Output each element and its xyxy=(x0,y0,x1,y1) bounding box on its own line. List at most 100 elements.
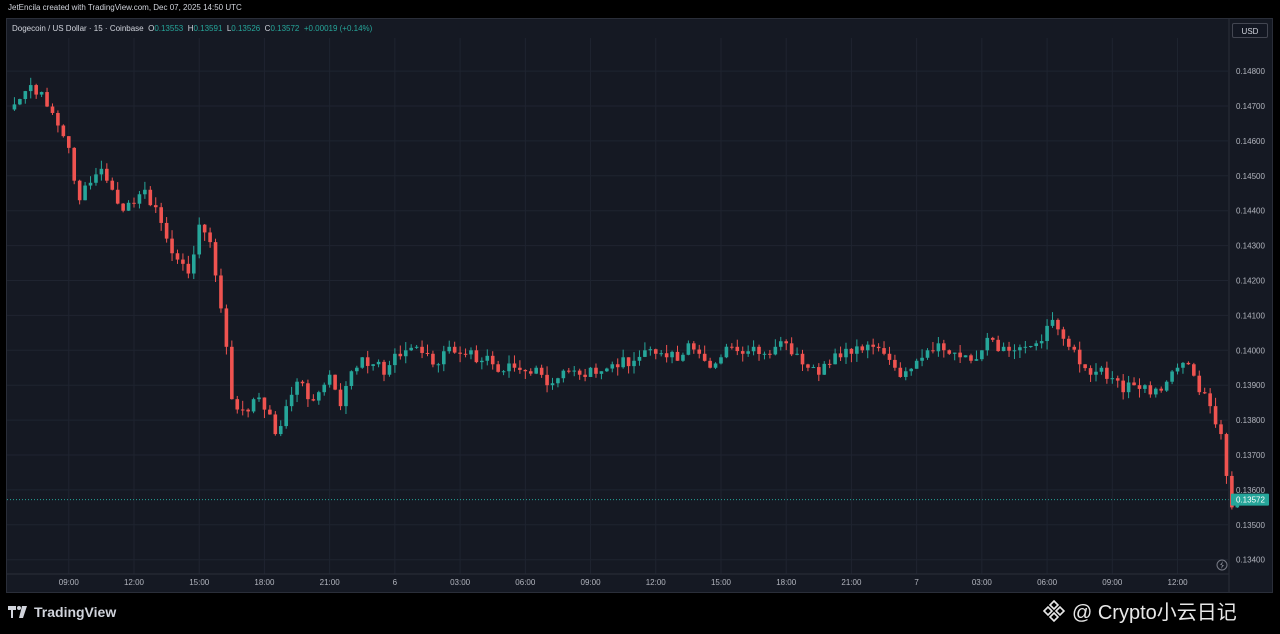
candle-body xyxy=(740,351,745,354)
candle-body xyxy=(980,350,984,360)
candle-body xyxy=(1186,362,1191,365)
x-tick-label: 15:00 xyxy=(189,578,210,587)
candle-body xyxy=(219,275,223,309)
watermark: @ Crypto小云日记 xyxy=(1042,596,1237,625)
candle-body xyxy=(88,182,93,186)
candle-body xyxy=(860,346,865,351)
candle-body xyxy=(969,355,973,361)
candle-body xyxy=(1007,346,1011,351)
candle-body xyxy=(909,368,914,372)
candle-body xyxy=(496,364,500,372)
candle-body xyxy=(447,346,452,352)
candle-body xyxy=(1115,378,1120,381)
tradingview-logo[interactable]: TradingView xyxy=(8,604,116,620)
x-tick-label: 03:00 xyxy=(450,578,471,587)
current-price-label: 0.13572 xyxy=(1236,496,1265,505)
y-tick-label: 0.13400 xyxy=(1236,556,1265,565)
candle-body xyxy=(719,357,723,364)
candle-body xyxy=(621,357,625,368)
candle-body xyxy=(393,353,397,366)
candle-body xyxy=(23,91,28,100)
candle-body xyxy=(170,238,174,254)
candle-body xyxy=(713,363,718,368)
candle-body xyxy=(485,355,490,361)
candle-body xyxy=(365,357,370,366)
legend-high-label: H xyxy=(187,24,194,33)
candle-body xyxy=(121,203,125,211)
candle-body xyxy=(1072,346,1077,350)
candle-body xyxy=(1202,392,1207,394)
candle-body xyxy=(664,353,669,358)
candle-body xyxy=(893,359,897,368)
candle-body xyxy=(632,360,636,367)
candle-body xyxy=(268,409,272,415)
candle-body xyxy=(1137,385,1142,389)
y-tick-label: 0.13800 xyxy=(1236,416,1265,425)
candle-body xyxy=(692,343,696,350)
candle-body xyxy=(985,337,990,351)
candle-body xyxy=(284,406,288,427)
candle-body xyxy=(349,371,354,386)
candle-body xyxy=(572,370,577,372)
candle-body xyxy=(235,399,240,410)
candle-body xyxy=(273,414,278,435)
candle-body xyxy=(1197,375,1202,393)
candle-body xyxy=(251,399,256,412)
candle-body xyxy=(153,205,158,208)
y-tick-label: 0.14600 xyxy=(1236,137,1265,146)
candle-body xyxy=(686,343,691,355)
candle-body xyxy=(534,367,538,374)
candle-body xyxy=(295,381,299,395)
candle-body xyxy=(137,194,142,204)
y-tick-label: 0.14800 xyxy=(1236,67,1265,76)
candle-body xyxy=(735,346,740,352)
x-tick-label: 7 xyxy=(914,578,919,587)
candle-body xyxy=(99,168,104,175)
x-tick-label: 6 xyxy=(393,578,398,587)
candle-body xyxy=(751,346,756,352)
candle-body xyxy=(746,351,750,354)
x-tick-label: 03:00 xyxy=(972,578,993,587)
candle-body xyxy=(838,353,843,358)
candle-body xyxy=(1056,319,1060,330)
grid-layer xyxy=(7,38,1228,574)
candle-body xyxy=(670,351,674,358)
candle-body xyxy=(539,367,544,375)
x-tick-label: 06:00 xyxy=(1037,578,1058,587)
candle-body xyxy=(300,381,305,384)
candle-body xyxy=(507,363,511,372)
candle-body xyxy=(567,370,571,372)
candle-body xyxy=(143,189,147,195)
candle-body xyxy=(376,361,381,365)
candle-body xyxy=(110,180,115,190)
candle-body xyxy=(1230,475,1234,508)
candle-body xyxy=(230,346,234,400)
candle-body xyxy=(164,222,169,239)
candle-body xyxy=(528,371,533,374)
candle-body xyxy=(1034,343,1039,346)
candle-body xyxy=(996,339,1000,352)
candle-body xyxy=(333,374,337,390)
candle-body xyxy=(1061,329,1066,339)
header-bar: JetEncila created with TradingView.com, … xyxy=(0,0,1280,18)
watermark-text: @ Crypto小云日记 xyxy=(1072,602,1237,624)
y-tick-label: 0.14300 xyxy=(1236,242,1265,251)
candle-body xyxy=(1023,346,1028,348)
candle-body xyxy=(202,224,207,233)
candle-body xyxy=(1094,371,1098,375)
candle-body xyxy=(1192,364,1196,376)
footer-bar xyxy=(0,593,1280,634)
candle-body xyxy=(132,202,136,204)
candle-body xyxy=(490,355,495,365)
x-tick-label: 12:00 xyxy=(1168,578,1189,587)
candle-body xyxy=(311,399,316,401)
candle-body xyxy=(382,361,386,375)
chart-frame[interactable] xyxy=(6,18,1273,593)
candle-body xyxy=(648,349,653,351)
candle-body xyxy=(197,224,202,255)
y-tick-label: 0.14000 xyxy=(1236,346,1265,355)
candle-body xyxy=(1039,341,1044,344)
currency-button[interactable]: USD xyxy=(1232,23,1268,38)
candle-body xyxy=(18,99,22,105)
